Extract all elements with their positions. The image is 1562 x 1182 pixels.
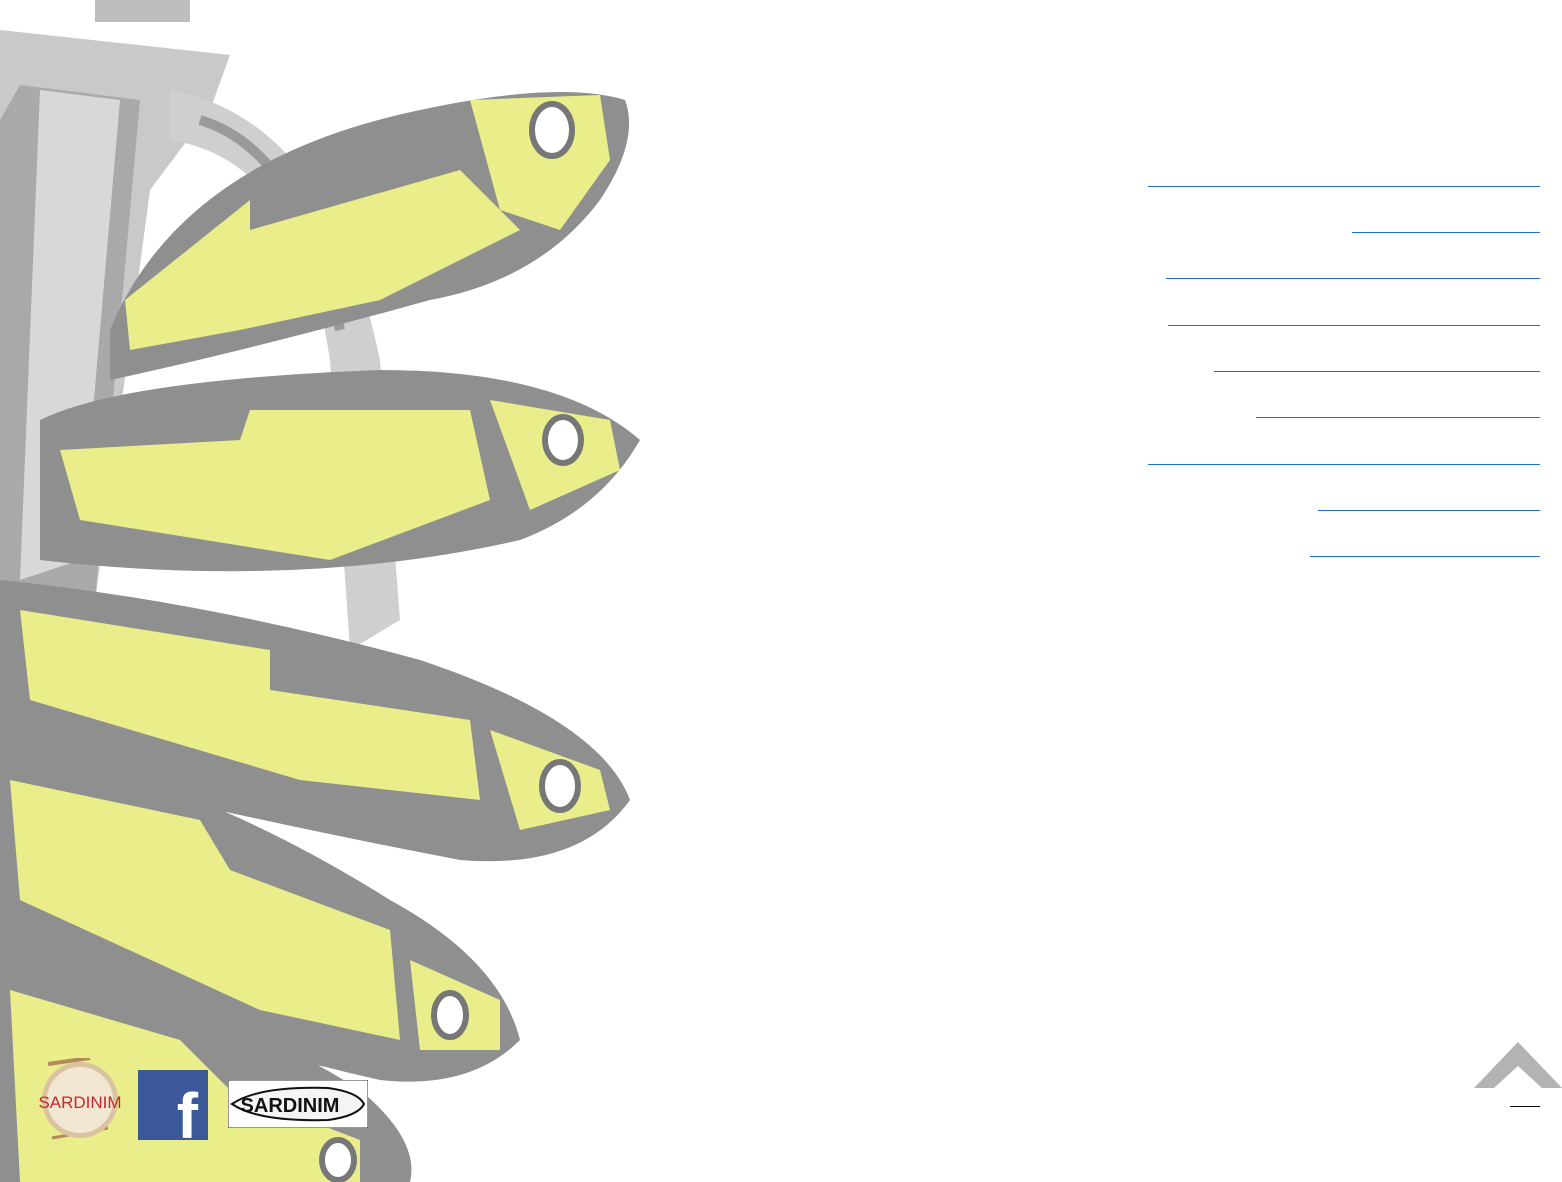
menu-link-3[interactable] xyxy=(1166,258,1540,279)
sardinim-fish-text: SARDINIM xyxy=(241,1095,340,1117)
sardine-artwork xyxy=(0,0,640,1182)
menu-link-7[interactable] xyxy=(1148,444,1540,465)
facebook-icon[interactable]: f xyxy=(138,1070,208,1148)
menu-link-4[interactable] xyxy=(1168,305,1540,326)
sardine-fish-1 xyxy=(110,92,630,380)
scroll-top-button[interactable] xyxy=(1472,1040,1562,1092)
sardinim-drum-text: SARDINIM xyxy=(38,1093,121,1112)
sardine-fish-2 xyxy=(40,370,640,572)
menu-link-8[interactable] xyxy=(1318,490,1540,511)
menu-link-1[interactable] xyxy=(1148,166,1540,187)
menu-link-9[interactable] xyxy=(1310,536,1540,557)
bottom-divider xyxy=(1510,1106,1540,1107)
sardinim-drum-logo-icon[interactable]: SARDINIM xyxy=(38,1056,122,1142)
menu-link-5[interactable] xyxy=(1214,351,1540,372)
menu-link-2[interactable] xyxy=(1352,212,1540,233)
facebook-letter: f xyxy=(176,1080,198,1152)
chevron-up-icon xyxy=(1474,1042,1562,1088)
menu-link-6[interactable] xyxy=(1256,397,1540,418)
sardinim-fish-logo-icon[interactable]: SARDINIM xyxy=(227,1079,369,1129)
